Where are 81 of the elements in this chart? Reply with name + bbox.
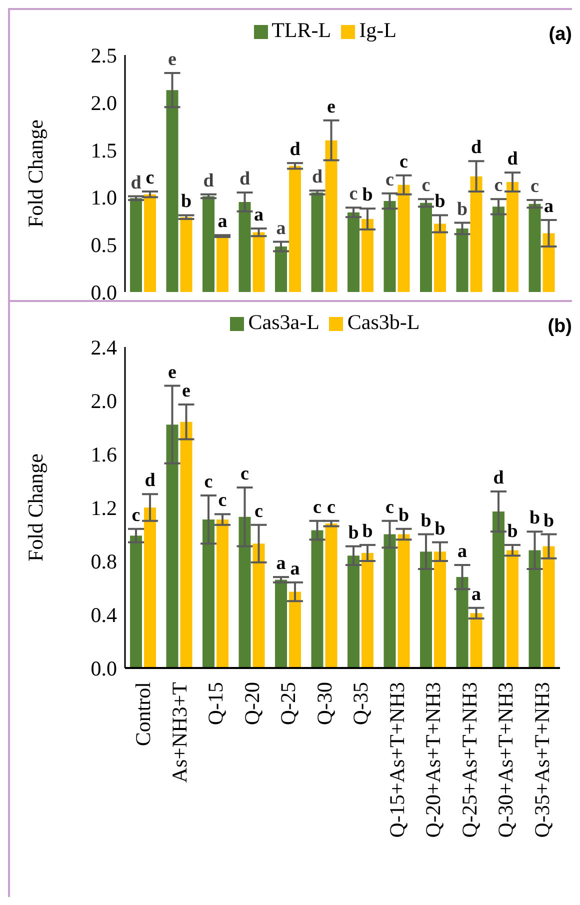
data-label: a: [218, 211, 228, 232]
x-tick-label: Control: [131, 682, 156, 746]
data-label: d: [290, 139, 301, 160]
y-axis-title: Fold Change: [23, 120, 48, 228]
data-label: d: [239, 168, 250, 190]
data-label: c: [146, 168, 154, 189]
data-label: b: [456, 198, 468, 220]
y-tick-label: 0.4: [90, 602, 118, 627]
x-tick-label: As+NH3+T: [167, 682, 192, 783]
data-label: b: [398, 504, 410, 526]
data-label: a: [276, 553, 286, 574]
x-tick-label: Q-35: [348, 682, 373, 726]
data-label: a: [458, 541, 468, 562]
data-label: c: [254, 500, 263, 522]
data-label: a: [290, 558, 300, 580]
data-label: b: [180, 191, 192, 212]
y-tick-label: 1.5: [90, 138, 117, 162]
data-label: a: [276, 218, 286, 239]
y-tick-label: 1.6: [90, 442, 117, 466]
data-label: c: [400, 151, 408, 172]
y-tick-label: 1.0: [90, 186, 117, 210]
y-tick-label: 0.0: [90, 656, 117, 680]
data-label: c: [386, 496, 394, 518]
chart-title: (a): [548, 24, 572, 46]
x-tick-label: Q-30+As+T+NH3: [494, 682, 518, 838]
data-label: a: [544, 196, 554, 217]
data-label: e: [168, 362, 176, 383]
data-label: c: [204, 471, 213, 492]
x-tick-label: Q-30: [312, 682, 336, 726]
y-tick-label: 0.5: [90, 233, 117, 258]
data-label: d: [312, 166, 323, 188]
data-label: b: [507, 520, 518, 542]
data-label: c: [386, 169, 394, 190]
y-tick-label: 1.2: [90, 496, 117, 520]
data-label: d: [470, 137, 482, 158]
data-label: b: [543, 510, 554, 532]
legend-label: TLR-L: [272, 18, 332, 42]
y-tick-label: 2.5: [90, 43, 117, 68]
data-label: b: [529, 508, 540, 529]
data-label: c: [218, 490, 227, 512]
data-label: c: [132, 504, 140, 526]
x-tick-label: Q-15: [204, 682, 228, 726]
data-label: c: [313, 496, 322, 518]
data-label: d: [130, 172, 142, 194]
y-tick-label: 0.0: [90, 280, 117, 304]
x-tick-label: Q-20+As+T+NH3: [421, 682, 446, 838]
data-label: b: [434, 518, 446, 540]
legend-label: Cas3b-L: [347, 310, 420, 334]
y-axis-title: Fold Change: [23, 454, 48, 562]
x-tick-label: Q-25+As+T+NH3: [457, 682, 482, 838]
data-label: d: [203, 170, 214, 192]
data-label: d: [493, 467, 504, 488]
y-tick-label: 2.0: [90, 90, 117, 115]
y-tick-label: 2.0: [90, 388, 117, 413]
x-tick-label: Q-20: [240, 682, 264, 726]
data-label: b: [420, 510, 432, 532]
x-tick-label: Q-35+As+T+NH3: [530, 682, 554, 838]
data-label: d: [507, 148, 518, 170]
chart-title: (b): [548, 316, 572, 338]
data-label: c: [240, 463, 249, 484]
data-label: b: [434, 191, 446, 212]
y-tick-label: 0.8: [90, 549, 117, 574]
data-label: e: [327, 96, 336, 118]
data-label: c: [494, 175, 503, 196]
data-label: c: [530, 176, 539, 198]
x-tick-label: Q-15+As+T+NH3: [384, 682, 409, 838]
legend-label: Cas3a-L: [248, 310, 320, 334]
data-label: b: [348, 522, 359, 544]
x-tick-label: Q-25: [276, 682, 300, 726]
data-label: a: [254, 204, 264, 226]
data-label: c: [422, 175, 430, 196]
data-label: b: [362, 184, 373, 206]
data-label: b: [362, 520, 373, 542]
data-label: c: [349, 184, 358, 205]
data-label: d: [144, 470, 156, 492]
data-label: a: [472, 584, 482, 605]
legend-label: Ig-L: [359, 18, 396, 42]
y-tick-label: 2.4: [90, 335, 118, 360]
data-label: e: [182, 380, 190, 402]
data-label: c: [327, 496, 336, 518]
data-label: e: [168, 49, 176, 70]
